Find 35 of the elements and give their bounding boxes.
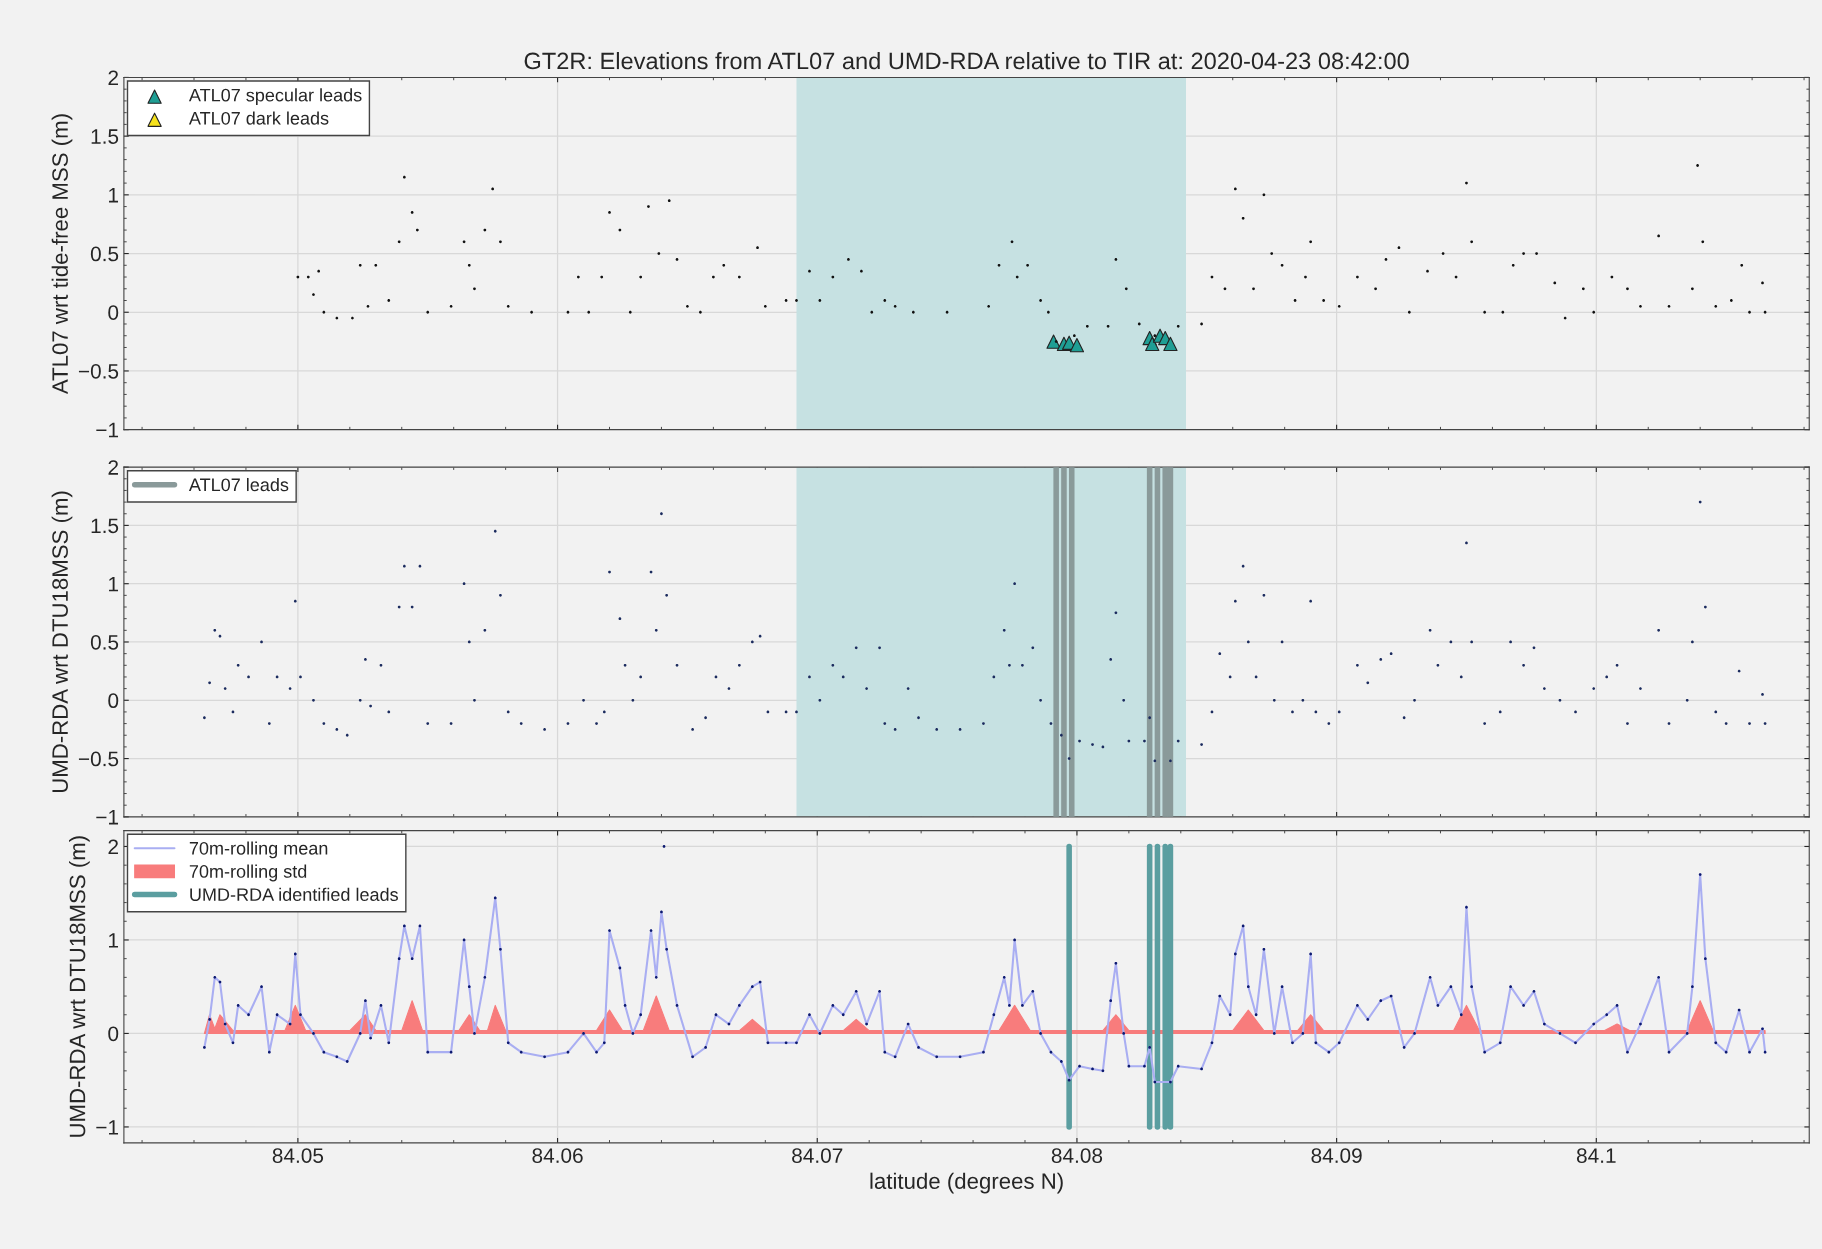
y-axis-title: ATL07 wrt tide-free MSS (m) (51, 114, 73, 395)
y-tick-label: 1 (109, 933, 119, 948)
legend-label: ATL07 dark leads (188, 111, 329, 125)
y-axis-title: UMD-RDA wrt DTU18MSS (m) (69, 836, 90, 1137)
y-tick-label: 0.5 (90, 634, 119, 650)
y-tick-label: 1.5 (91, 129, 119, 144)
legend-label: 70m-rolling mean (189, 841, 328, 859)
chart-title: GT2R: Elevations from ATL07 and UMD-RDA relative to TIR at: 2020-04-23 08:42:00 (524, 51, 1409, 70)
legend-label: ATL07 specular leads (188, 88, 362, 106)
y-tick-label: −1 (96, 422, 119, 438)
legend-label: ATL07 leads (188, 477, 289, 492)
y-tick-label: 1 (109, 576, 119, 592)
y-tick-label: −0.5 (78, 751, 119, 767)
legend-label: UMD-RDA identified leads (190, 887, 398, 901)
y-tick-label: −1 (96, 810, 119, 825)
y-tick-label: 0.5 (90, 246, 119, 262)
x-tick-label: 84.07 (792, 1148, 843, 1163)
legend-label: 70m-rolling std (189, 864, 307, 882)
y-tick-label: 0 (108, 1026, 119, 1042)
y-tick-label: 0 (108, 693, 119, 709)
y-tick-label: 1 (109, 188, 119, 203)
x-tick-label: 84.05 (272, 1148, 324, 1163)
y-tick-label: 2 (108, 839, 118, 855)
x-tick-label: 84.08 (1051, 1148, 1103, 1163)
y-axis-title: UMD-RDA wrt DTU18MSS (m) (51, 491, 73, 793)
y-tick-label: 1.5 (91, 518, 119, 534)
y-tick-label: 0 (108, 305, 119, 320)
x-tick-label: 84.06 (532, 1148, 583, 1163)
y-tick-label: −1 (96, 1120, 119, 1135)
y-tick-label: 2 (108, 70, 118, 85)
y-tick-label: 2 (108, 460, 118, 475)
x-axis-title: latitude (degrees N) (870, 1172, 1063, 1194)
x-tick-label: 84.09 (1311, 1148, 1362, 1163)
x-tick-label: 84.1 (1576, 1148, 1616, 1163)
y-tick-label: −0.5 (78, 363, 119, 379)
